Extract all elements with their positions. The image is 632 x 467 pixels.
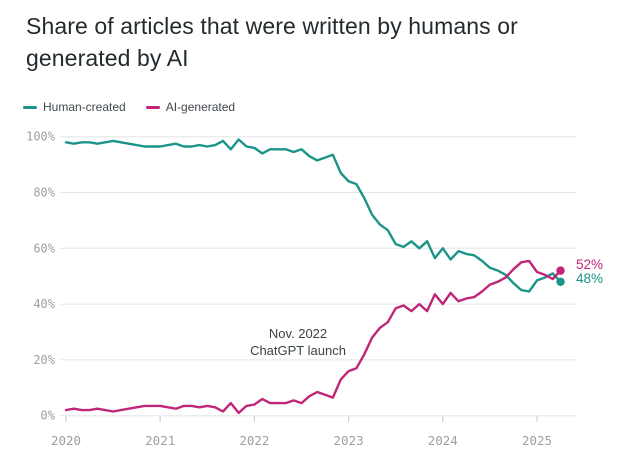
human-created-swatch (23, 105, 37, 109)
legend-label-ai-generated: AI-generated (165, 100, 236, 114)
page-title-line-2: generated by AI (26, 45, 189, 71)
annotation-line-1: Nov. 2022 (268, 326, 328, 341)
x-axis-label-2023: 2023 (334, 433, 364, 448)
y-axis-label-0%: 0% (41, 409, 56, 423)
chatgpt-launch-annotation: Nov. 2022 ChatGPT launch (218, 325, 378, 359)
end-value-label-ai-generated: 52% (576, 257, 604, 272)
legend-item-ai-generated: AI-generated (145, 100, 236, 114)
legend: Human-created AI-generated (23, 100, 235, 114)
series-line-ai-generated (64, 259, 562, 415)
y-axis-label-60%: 60% (33, 241, 55, 255)
series-end-dot-human-created (556, 277, 565, 286)
ai-generated-swatch (145, 105, 160, 109)
x-axis-label-2020: 2020 (51, 433, 81, 448)
x-axis-label-2025: 2025 (522, 433, 552, 448)
x-axis-label-2021: 2021 (145, 433, 175, 448)
series-end-dot-ai-generated (556, 266, 565, 275)
legend-item-human-created: Human-created (23, 100, 126, 114)
y-axis-label-20%: 20% (33, 353, 55, 367)
page-title-line-1: Share of articles that were written by h… (26, 13, 518, 39)
x-axis-label-2024: 2024 (428, 433, 458, 448)
y-axis-label-80%: 80% (33, 186, 55, 200)
y-axis-label-40%: 40% (33, 297, 55, 311)
y-axis-label-100%: 100% (26, 130, 56, 144)
series-line-human-created (64, 138, 562, 293)
page-title: Share of articles that were written by h… (26, 10, 606, 74)
annotation-line-2: ChatGPT launch (250, 343, 346, 358)
legend-label-human-created: Human-created (43, 100, 126, 114)
end-value-label-human-created: 48% (576, 271, 604, 286)
x-axis-label-2022: 2022 (239, 433, 269, 448)
